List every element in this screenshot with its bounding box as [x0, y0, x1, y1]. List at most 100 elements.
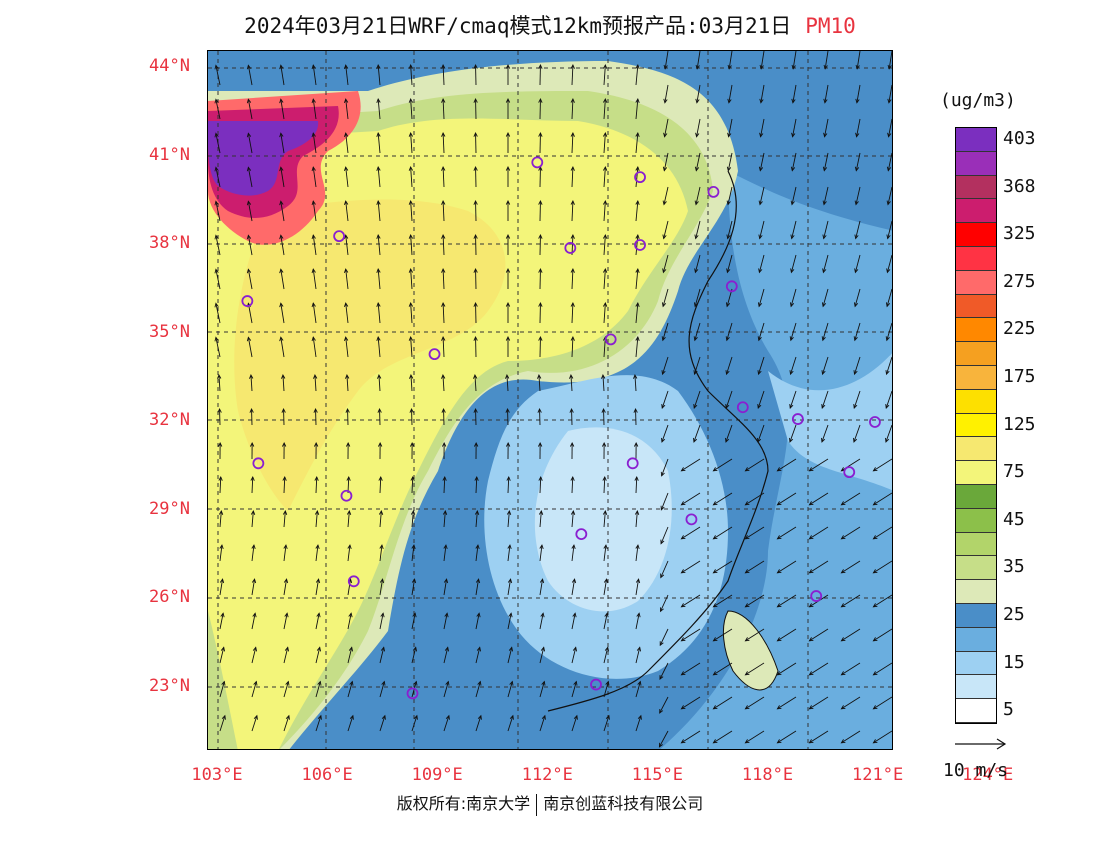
- wind-vector-head: [853, 302, 859, 308]
- wind-vector: [873, 594, 892, 608]
- lat-tick-label: 38°N: [149, 233, 190, 253]
- wind-vector-head: [376, 336, 381, 341]
- wind-vector-head: [251, 578, 257, 584]
- wind-vector-head: [808, 637, 814, 642]
- wind-vector: [809, 730, 829, 744]
- wind-vector: [841, 628, 861, 642]
- wind-vector: [411, 579, 415, 596]
- wind-vector: [696, 118, 701, 137]
- wind-vector-head: [573, 714, 578, 720]
- wind-vector: [442, 99, 445, 120]
- wind-vector-head: [441, 63, 446, 69]
- wind-vector: [315, 476, 318, 494]
- wind-vector-head: [680, 705, 686, 710]
- wind-vector-head: [249, 441, 255, 447]
- colorbar-level-label: 35: [1003, 556, 1025, 578]
- wind-vector: [841, 594, 861, 608]
- wind-vector: [659, 730, 669, 748]
- wind-vector-head: [311, 234, 316, 240]
- colorbar-segment: [956, 627, 996, 652]
- wind-vector-head: [695, 98, 700, 104]
- wind-vector: [247, 235, 253, 256]
- wind-vector: [635, 65, 639, 86]
- colorbar-level-label: 175: [1003, 365, 1036, 387]
- wind-vector: [727, 220, 733, 239]
- wind-vector: [283, 681, 289, 698]
- wind-vector-head: [885, 302, 891, 308]
- wind-vector: [315, 511, 318, 528]
- wind-vector-head: [345, 441, 351, 447]
- wind-vector: [873, 560, 892, 574]
- wind-vector-head: [473, 97, 478, 103]
- wind-vector-head: [441, 199, 446, 205]
- wind-vector: [873, 696, 892, 710]
- wind-vector: [856, 51, 861, 69]
- wind-vector: [635, 303, 639, 324]
- wind-vector-head: [506, 475, 511, 481]
- wind-vector-head: [840, 569, 846, 574]
- wind-vector: [506, 375, 509, 392]
- wind-vector-head: [695, 64, 700, 70]
- wind-vector: [823, 186, 829, 205]
- wind-vector: [345, 99, 349, 120]
- wind-vector: [571, 715, 578, 732]
- wind-vector: [841, 560, 861, 574]
- wind-vector-head: [635, 98, 640, 103]
- wind-vector: [283, 579, 287, 596]
- wind-vector-head: [343, 132, 349, 138]
- wind-vector: [347, 545, 351, 562]
- wind-vector: [247, 269, 253, 290]
- wind-vector-head: [408, 64, 414, 69]
- wind-vector-head: [246, 98, 252, 104]
- wind-vector-head: [409, 407, 414, 413]
- wind-vector: [777, 662, 797, 676]
- wind-vector: [377, 65, 381, 86]
- wind-vector: [475, 511, 478, 528]
- wind-vector: [664, 51, 669, 69]
- wind-vector-head: [635, 578, 641, 584]
- wind-vector-head: [508, 612, 513, 618]
- wind-vector: [475, 613, 480, 630]
- colorbar-level-label: 5: [1003, 699, 1014, 721]
- colorbar-level-label: 275: [1003, 270, 1036, 292]
- wind-vector-head: [345, 374, 350, 379]
- wind-vector: [661, 458, 669, 476]
- wind-vector-head: [282, 475, 287, 481]
- wind-vector: [660, 560, 669, 578]
- wind-vector-head: [444, 612, 449, 618]
- wind-vector-head: [508, 646, 514, 652]
- wind-vector: [634, 375, 637, 392]
- wind-vector-head: [281, 374, 286, 379]
- wind-vector-head: [219, 578, 225, 584]
- wind-vector-head: [473, 301, 478, 307]
- wind-vector-head: [635, 200, 640, 205]
- wind-vector-head: [885, 336, 890, 342]
- wind-vector-head: [314, 475, 319, 481]
- wind-vector: [603, 715, 610, 732]
- wind-vector-head: [569, 374, 574, 379]
- wind-vector: [635, 269, 639, 290]
- wind-vector: [713, 628, 733, 642]
- wind-vector: [442, 303, 445, 324]
- wind-vector: [411, 545, 415, 562]
- wind-vector: [379, 476, 382, 494]
- wind-vector-head: [538, 63, 543, 69]
- wind-vector: [853, 390, 861, 409]
- wind-vector-head: [853, 370, 858, 376]
- wind-vector-head: [445, 680, 450, 686]
- wind-vector-head: [570, 267, 575, 273]
- wind-vector-head: [726, 166, 732, 172]
- wind-vector-head: [539, 578, 545, 584]
- wind-vector-head: [853, 404, 858, 410]
- graticule: [208, 51, 892, 749]
- wind-vector-head: [758, 234, 763, 240]
- wind-vector: [887, 152, 892, 171]
- wind-vector: [443, 476, 446, 494]
- wind-vector-head: [634, 510, 640, 515]
- city-marker: [810, 590, 823, 602]
- wind-vector-head: [251, 544, 256, 550]
- wind-vector-head: [744, 671, 750, 676]
- wind-vector-head: [538, 510, 544, 515]
- wind-vector-head: [808, 467, 814, 472]
- wind-vector-head: [409, 441, 415, 447]
